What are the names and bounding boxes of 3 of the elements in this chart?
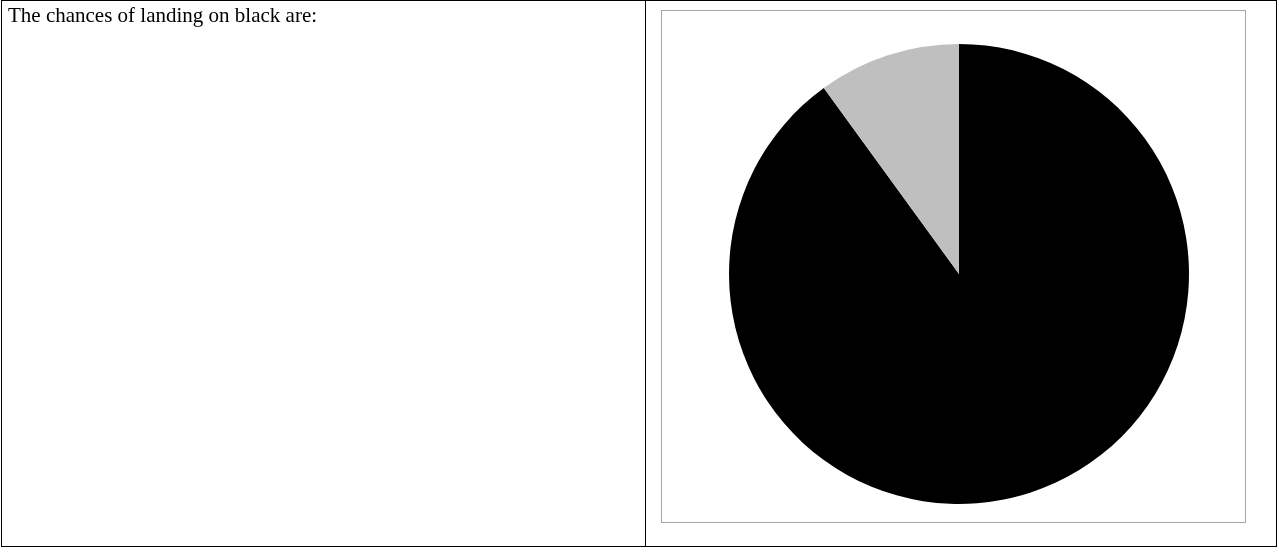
pie-slice xyxy=(729,44,1189,504)
text: The chances of landing on black are: xyxy=(8,3,318,28)
pie-slice xyxy=(823,44,959,274)
